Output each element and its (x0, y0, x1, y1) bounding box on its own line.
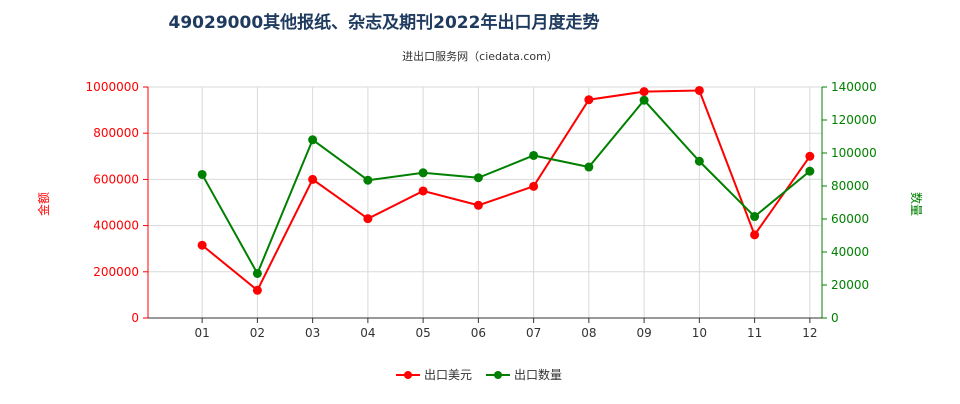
x-tick-label: 09 (636, 326, 651, 340)
x-tick-label: 05 (415, 326, 430, 340)
y-left-tick-label: 1000000 (86, 80, 139, 94)
y-right-tick-label: 100000 (831, 146, 877, 160)
data-point-qty (197, 169, 207, 179)
y-left-tick-label: 200000 (93, 265, 139, 279)
data-point-usd (694, 85, 704, 95)
data-point-usd (750, 230, 760, 240)
data-point-qty (418, 168, 428, 178)
legend-marker-qty (494, 371, 502, 379)
data-point-usd (639, 87, 649, 97)
series-line-qty (201, 98, 811, 276)
x-tick-label: 04 (360, 326, 375, 340)
y-right-label: 数量 (909, 192, 924, 216)
y-left-tick-label: 0 (131, 311, 139, 325)
data-point-qty (694, 156, 704, 166)
x-tick-label: 07 (526, 326, 541, 340)
y-left-tick-label: 600000 (93, 172, 139, 186)
legend-item-qty[interactable]: 出口数量 (486, 367, 562, 382)
x-tick-label: 06 (471, 326, 486, 340)
data-point-qty (308, 135, 318, 145)
series-line-usd (201, 89, 811, 292)
data-point-usd (252, 285, 262, 295)
legend-item-usd[interactable]: 出口美元 (396, 368, 472, 382)
data-point-qty (805, 166, 815, 176)
data-point-usd (363, 214, 373, 224)
data-point-qty (750, 212, 760, 222)
x-tick-label: 01 (195, 326, 210, 340)
x-tick-label: 03 (305, 326, 320, 340)
y-left-tick-label: 800000 (93, 126, 139, 140)
data-point-qty (363, 175, 373, 185)
series-layer (197, 85, 815, 295)
x-tick-label: 02 (250, 326, 265, 340)
data-point-usd (308, 174, 318, 184)
data-point-qty (584, 162, 594, 172)
x-tick-label: 10 (692, 326, 707, 340)
y-right-tick-label: 140000 (831, 80, 877, 94)
data-point-usd (584, 95, 594, 105)
legend: 出口美元 出口数量 (396, 367, 562, 382)
data-point-usd (529, 181, 539, 191)
data-point-usd (473, 200, 483, 210)
y-right-tick-label: 20000 (831, 278, 869, 292)
y-right-tick-label: 40000 (831, 245, 869, 259)
data-point-usd (418, 186, 428, 196)
y-right-tick-label: 60000 (831, 212, 869, 226)
y-left-label: 金额 (36, 192, 51, 216)
data-point-qty (639, 95, 649, 105)
legend-label-qty: 出口数量 (514, 367, 562, 382)
chart-title: 49029000其他报纸、杂志及期刊2022年出口月度走势 (169, 12, 600, 33)
y-left-tick-label: 400000 (93, 219, 139, 233)
data-point-qty (252, 268, 262, 278)
chart-subtitle: 进出口服务网（ciedata.com） (402, 49, 558, 63)
y-right-tick-label: 120000 (831, 113, 877, 127)
data-point-qty (473, 173, 483, 183)
y-right-tick-label: 80000 (831, 179, 869, 193)
grid (147, 86, 823, 319)
data-point-usd (197, 240, 207, 250)
data-point-usd (805, 151, 815, 161)
y-right-tick-label: 0 (831, 311, 839, 325)
data-point-qty (529, 150, 539, 160)
x-tick-label: 12 (802, 326, 817, 340)
legend-label-usd: 出口美元 (424, 368, 472, 382)
x-tick-label: 11 (747, 326, 762, 340)
legend-marker-usd (404, 371, 412, 379)
x-tick-label: 08 (581, 326, 596, 340)
